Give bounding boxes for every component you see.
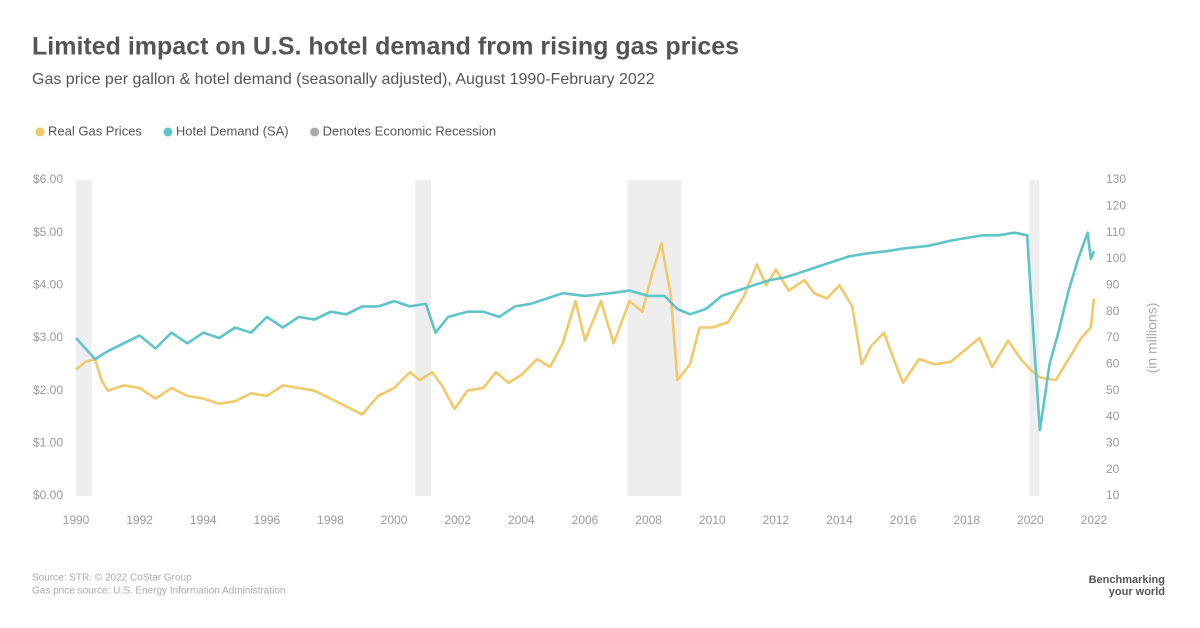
x-tick-label: 2012: [763, 513, 790, 527]
y2-tick-label: 130: [1106, 172, 1126, 186]
x-tick-label: 2010: [699, 513, 726, 527]
logo: Benchmarking: [1089, 574, 1165, 586]
recession-band: [415, 180, 432, 496]
legend-label: Hotel Demand (SA): [176, 123, 289, 138]
x-tick-label: 2008: [635, 513, 662, 527]
x-tick-label: 1998: [317, 513, 344, 527]
y2-tick-label: 60: [1106, 357, 1120, 371]
y-tick-label: $6.00: [33, 172, 63, 186]
y-tick-label: $2.00: [33, 383, 63, 397]
data-line: [75, 241, 1096, 416]
chart-title: Limited impact on U.S. hotel demand from…: [32, 33, 739, 61]
legend-label: Denotes Economic Recession: [323, 123, 496, 138]
logo: your world: [1109, 586, 1165, 598]
y2-tick-label: 10: [1106, 488, 1120, 502]
legend-swatch: [35, 127, 45, 137]
x-tick-label: 1990: [63, 513, 90, 527]
y2-tick-label: 70: [1106, 330, 1120, 344]
x-tick-label: 2000: [381, 513, 408, 527]
y2-tick-label: 50: [1106, 383, 1120, 397]
x-tick-label: 1992: [126, 513, 153, 527]
x-tick-label: 2004: [508, 513, 535, 527]
y2-tick-label: 20: [1106, 462, 1120, 476]
y2-tick-label: 40: [1106, 409, 1120, 423]
y-tick-label: $5.00: [33, 225, 63, 239]
chart-subtitle: Gas price per gallon & hotel demand (sea…: [32, 71, 655, 88]
y-tick-label: $3.00: [33, 330, 63, 344]
x-tick-label: 2002: [444, 513, 471, 527]
y2-tick-label: 110: [1106, 225, 1125, 239]
x-tick-label: 2020: [1017, 513, 1044, 527]
recession-band: [76, 180, 92, 496]
source: Gas price source: U.S. Energy Informatio…: [32, 586, 285, 597]
x-tick-label: 2006: [572, 513, 599, 527]
y-tick-label: $0.00: [33, 488, 63, 502]
x-tick-label: 1996: [254, 513, 281, 527]
y2-tick-label: 30: [1106, 436, 1120, 450]
x-tick-label: 1994: [190, 513, 217, 527]
y-tick-label: $1.00: [33, 436, 63, 450]
y2-tick-label: 90: [1106, 278, 1120, 292]
legend-swatch: [310, 127, 320, 137]
data-line: [75, 231, 1096, 432]
y2-tick-label: 80: [1106, 304, 1120, 318]
y2-tick-label: 120: [1106, 199, 1126, 213]
recession-band: [627, 180, 682, 496]
x-tick-label: 2014: [826, 513, 853, 527]
x-tick-label: 2022: [1081, 513, 1108, 527]
y-tick-label: $4.00: [33, 278, 63, 292]
source: Source: STR. © 2022 CoStar Group: [32, 573, 192, 584]
legend-label: Real Gas Prices: [48, 123, 142, 138]
legend-swatch: [163, 127, 173, 137]
y2-tick-label: 100: [1106, 251, 1126, 265]
x-tick-label: 2016: [890, 513, 917, 527]
y2-axis-label: (in millions): [1144, 303, 1160, 374]
x-tick-label: 2018: [953, 513, 980, 527]
